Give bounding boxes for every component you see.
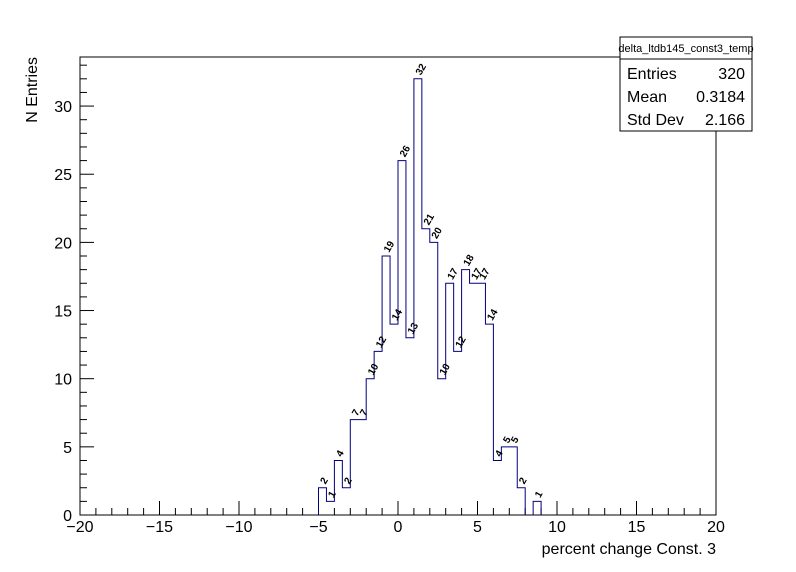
y-tick-label: 15 (54, 304, 72, 321)
bin-value-labels: 2142771012191426133221201017121817171445… (319, 62, 546, 500)
bin-value-label: 5 (501, 435, 514, 446)
bin-value-label: 10 (438, 362, 453, 378)
y-tick-label: 30 (54, 99, 72, 116)
y-axis-title: N Entries (24, 57, 41, 123)
y-tick-label: 25 (54, 167, 72, 184)
bin-value-label: 10 (366, 362, 381, 378)
x-tick-label: 10 (548, 519, 566, 536)
stats-box: delta_ltdb145_const3_temp Entries 320 Me… (618, 36, 754, 132)
y-tick-label: 0 (63, 508, 72, 525)
x-tick-label: 0 (394, 519, 403, 536)
x-tick-label: 20 (707, 519, 725, 536)
bin-value-label: 12 (374, 334, 389, 350)
stats-std-label: Std Dev (627, 112, 684, 129)
bin-value-label: 1 (326, 489, 339, 500)
bin-value-label: 17 (446, 266, 461, 282)
y-tick-label: 10 (54, 372, 72, 389)
x-tick-label: −15 (146, 519, 173, 536)
bin-value-label: 17 (470, 266, 485, 282)
bin-value-label: 18 (462, 253, 477, 269)
y-tick-label: 5 (63, 440, 72, 457)
bin-value-label: 1 (533, 489, 546, 500)
bin-value-label: 20 (430, 225, 445, 241)
bin-value-label: 14 (485, 307, 500, 323)
stats-mean-value: 0.3184 (696, 89, 745, 106)
bin-value-label: 32 (414, 62, 429, 78)
x-axis-tick-labels: −20 −15 −10 −5 0 5 10 15 20 (66, 519, 725, 536)
x-axis-ticks (79, 501, 717, 515)
bin-value-label: 17 (478, 266, 493, 282)
bin-value-label: 12 (454, 334, 469, 350)
stats-entries-label: Entries (627, 66, 677, 83)
x-tick-label: −10 (225, 519, 252, 536)
x-tick-label: 5 (473, 519, 482, 536)
bin-value-label: 19 (382, 239, 397, 255)
x-axis-title: percent change Const. 3 (542, 541, 716, 558)
bin-value-label: 5 (509, 435, 522, 446)
bin-value-label: 26 (398, 144, 413, 160)
bin-value-label: 2 (342, 476, 355, 487)
bin-value-label: 7 (358, 407, 371, 418)
stats-entries-value: 320 (718, 66, 745, 83)
x-tick-label: −5 (309, 519, 327, 536)
bin-value-label: 13 (406, 321, 421, 337)
stats-std-value: 2.166 (705, 112, 745, 129)
y-axis-tick-labels: 0 5 10 15 20 25 30 (54, 99, 72, 525)
stats-title: delta_ltdb145_const3_temp (618, 43, 753, 55)
y-tick-label: 20 (54, 235, 72, 252)
bin-value-label: 4 (493, 448, 506, 459)
bin-value-label: 4 (334, 448, 347, 459)
bin-value-label: 14 (390, 307, 405, 323)
x-tick-label: 15 (628, 519, 646, 536)
histogram-line (318, 78, 542, 515)
bin-value-label: 2 (319, 476, 332, 487)
bin-value-label: 2 (517, 476, 530, 487)
bin-value-label: 7 (350, 407, 363, 418)
y-axis-ticks (80, 64, 94, 516)
x-tick-label: −20 (66, 519, 93, 536)
bin-value-label: 21 (422, 212, 437, 228)
stats-mean-label: Mean (627, 89, 667, 106)
